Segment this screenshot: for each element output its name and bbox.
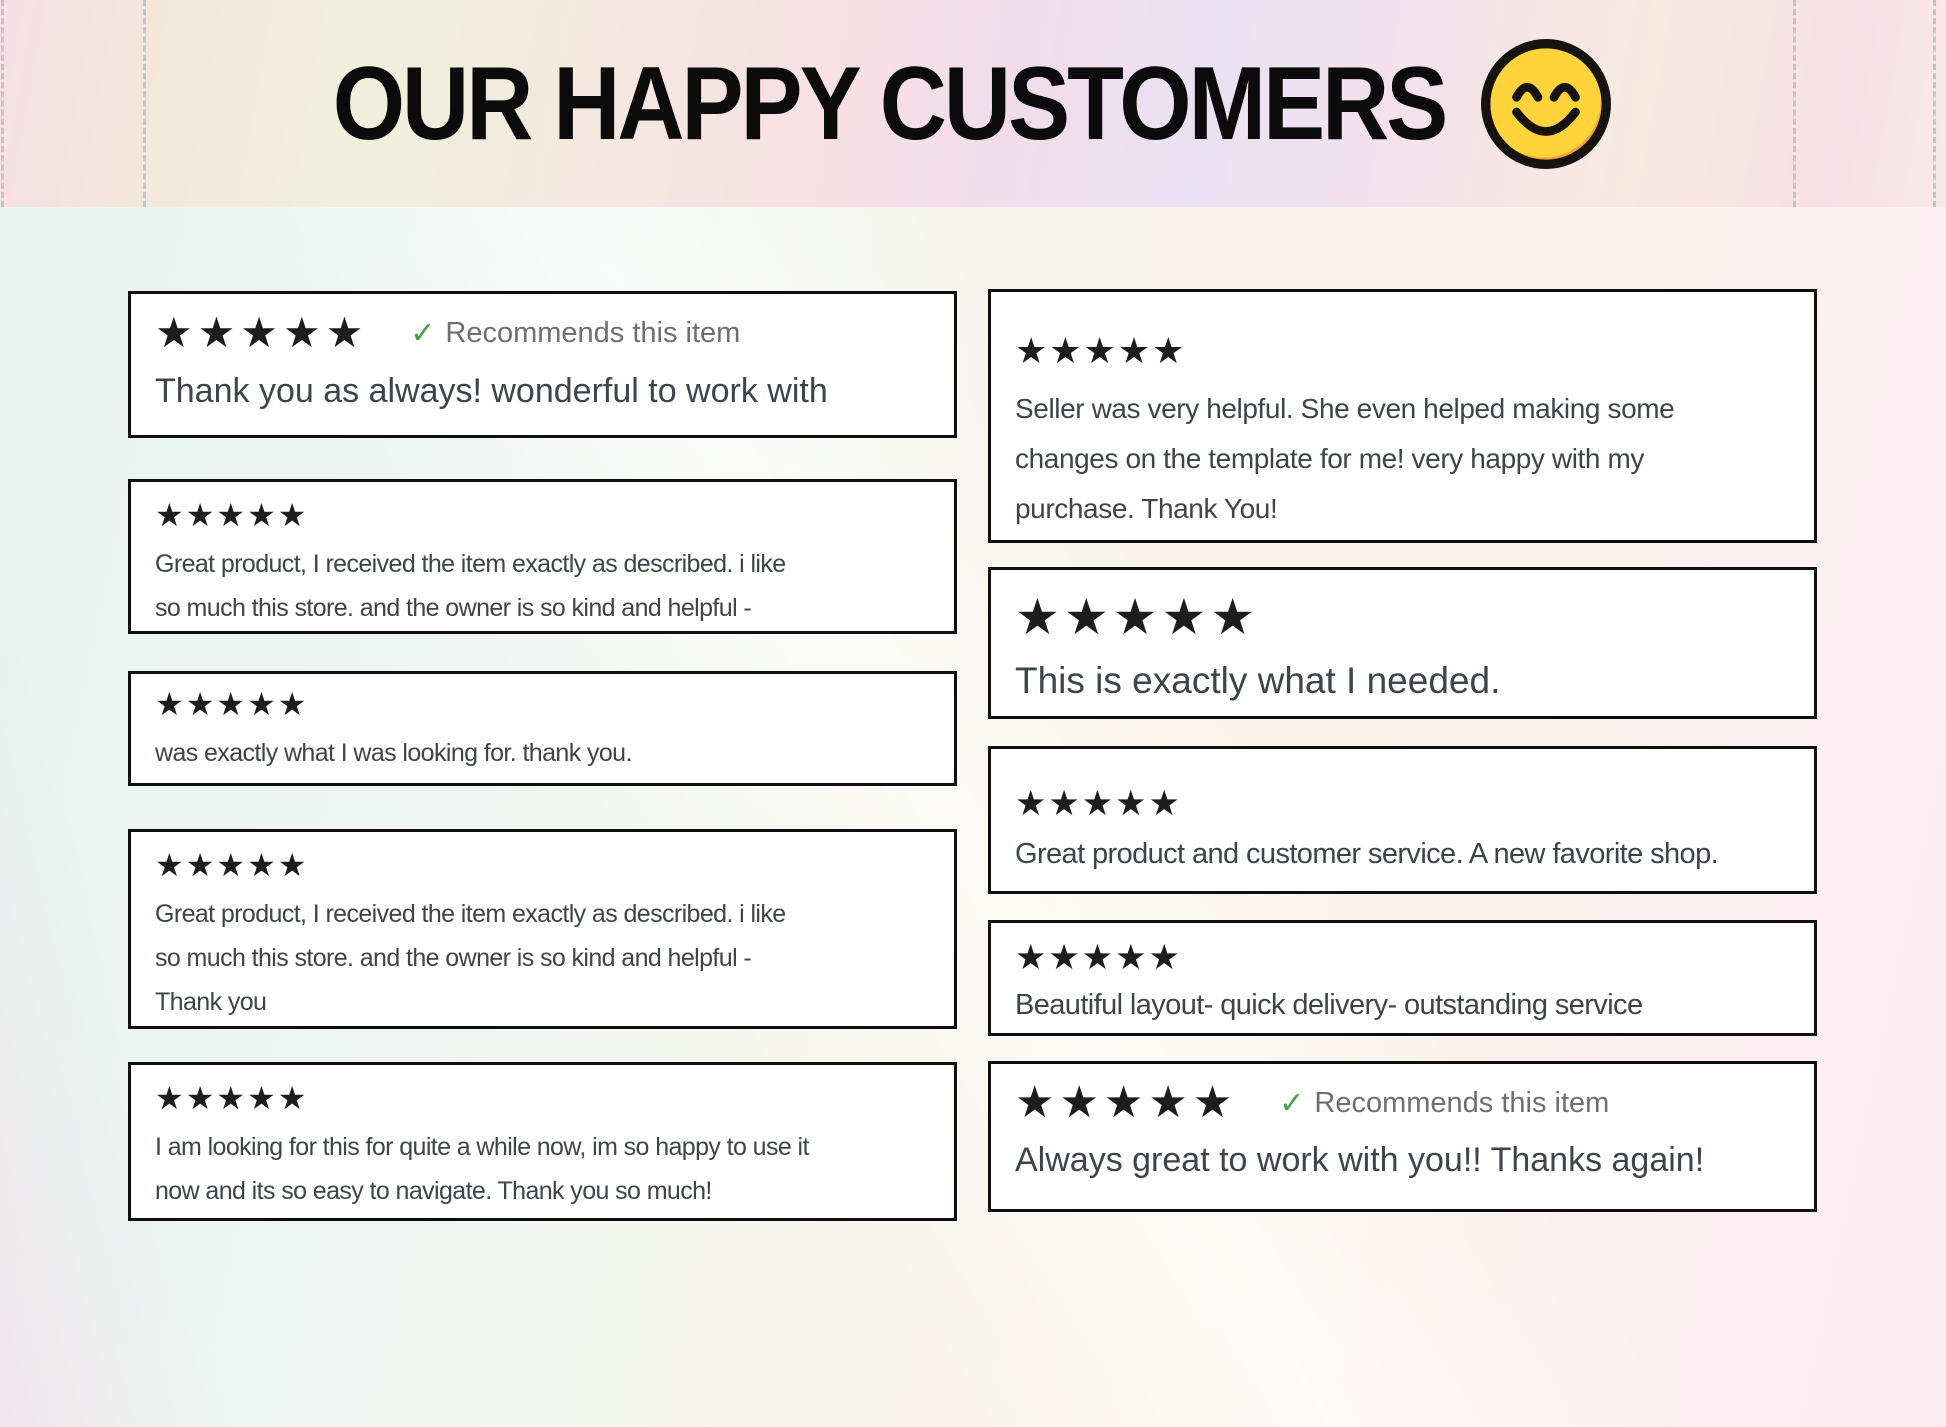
review-line: now and its so easy to navigate. Thank y… xyxy=(155,1177,712,1205)
header-band: OUR HAPPY CUSTOMERS xyxy=(0,0,1946,207)
star-rating: ★★★★★ xyxy=(1015,588,1260,646)
star-rating: ★★★★★ xyxy=(155,685,309,723)
review-text: This is exactly what I needed. xyxy=(1015,660,1790,702)
title-row: OUR HAPPY CUSTOMERS xyxy=(0,0,1946,207)
trim-mark xyxy=(1933,0,1936,207)
star-rating: ★★★★★ xyxy=(1015,784,1182,824)
review-line: Beautiful layout- quick delivery- outsta… xyxy=(1015,989,1643,1021)
star-rating: ★★★★★ xyxy=(155,308,369,357)
trim-mark xyxy=(143,0,146,207)
check-icon: ✓ xyxy=(1279,1086,1305,1120)
review-card: ★★★★★ Great product, I received the item… xyxy=(128,829,957,1029)
review-line: Always great to work with you!! Thanks a… xyxy=(1015,1141,1705,1179)
review-line: changes on the template for me! very hap… xyxy=(1015,443,1644,474)
review-text: Always great to work with you!! Thanks a… xyxy=(1015,1141,1790,1180)
star-rating: ★★★★★ xyxy=(1015,1077,1238,1128)
star-rating: ★★★★★ xyxy=(155,1079,309,1117)
reviews-column-left: ★★★★★ ✓ Recommends this item Thank you a… xyxy=(128,291,957,1221)
review-line: Great product and customer service. A ne… xyxy=(1015,838,1719,870)
review-text: was exactly what I was looking for. than… xyxy=(155,731,930,775)
recommends-badge: ✓ Recommends this item xyxy=(1279,1086,1609,1121)
review-text: Great product, I received the item exact… xyxy=(155,892,930,1024)
review-card: ★★★★★ ✓ Recommends this item Thank you a… xyxy=(128,291,957,438)
review-card: ★★★★★ Seller was very helpful. She even … xyxy=(988,289,1817,543)
review-card: ★★★★★ Great product and customer service… xyxy=(988,746,1817,894)
recommends-label: Recommends this item xyxy=(1314,1086,1610,1119)
review-line: Thank you as always! wonderful to work w… xyxy=(155,372,828,410)
review-line: was exactly what I was looking for. than… xyxy=(155,739,632,767)
review-text: Seller was very helpful. She even helped… xyxy=(1015,384,1790,534)
page-title: OUR HAPPY CUSTOMERS xyxy=(332,44,1449,162)
review-text: Beautiful layout- quick delivery- outsta… xyxy=(1015,989,1790,1022)
star-rating: ★★★★★ xyxy=(155,846,309,884)
review-line: I am looking for this for quite a while … xyxy=(155,1133,809,1161)
review-card: ★★★★★ Beautiful layout- quick delivery- … xyxy=(988,920,1817,1036)
review-line: Great product, I received the item exact… xyxy=(155,900,786,928)
review-text: I am looking for this for quite a while … xyxy=(155,1125,930,1213)
reviews-column-right: ★★★★★ Seller was very helpful. She even … xyxy=(988,289,1817,1212)
review-line: Great product, I received the item exact… xyxy=(155,550,786,578)
recommends-label: Recommends this item xyxy=(445,316,741,349)
review-line: so much this store. and the owner is so … xyxy=(155,594,752,622)
smiley-emoji-icon xyxy=(1481,38,1612,169)
star-rating: ★★★★★ xyxy=(155,496,309,534)
trim-mark xyxy=(1793,0,1796,207)
review-card: ★★★★★ I am looking for this for quite a … xyxy=(128,1062,957,1221)
review-card: ★★★★★ was exactly what I was looking for… xyxy=(128,671,957,786)
star-rating: ★★★★★ xyxy=(1015,331,1187,372)
review-card: ★★★★★ This is exactly what I needed. xyxy=(988,567,1817,719)
check-icon: ✓ xyxy=(410,316,436,350)
review-line: so much this store. and the owner is so … xyxy=(155,944,752,972)
review-line: purchase. Thank You! xyxy=(1015,493,1278,524)
review-text: Thank you as always! wonderful to work w… xyxy=(155,372,930,411)
review-text: Great product and customer service. A ne… xyxy=(1015,838,1790,871)
star-rating: ★★★★★ xyxy=(1015,938,1182,978)
review-text: Great product, I received the item exact… xyxy=(155,542,930,630)
review-card: ★★★★★ ✓ Recommends this item Always grea… xyxy=(988,1061,1817,1212)
review-card: ★★★★★ Great product, I received the item… xyxy=(128,479,957,634)
review-line: Thank you xyxy=(155,988,267,1016)
review-line: Seller was very helpful. She even helped… xyxy=(1015,393,1675,424)
recommends-badge: ✓ Recommends this item xyxy=(410,316,740,351)
review-line: This is exactly what I needed. xyxy=(1015,660,1501,701)
trim-mark xyxy=(1,0,4,207)
